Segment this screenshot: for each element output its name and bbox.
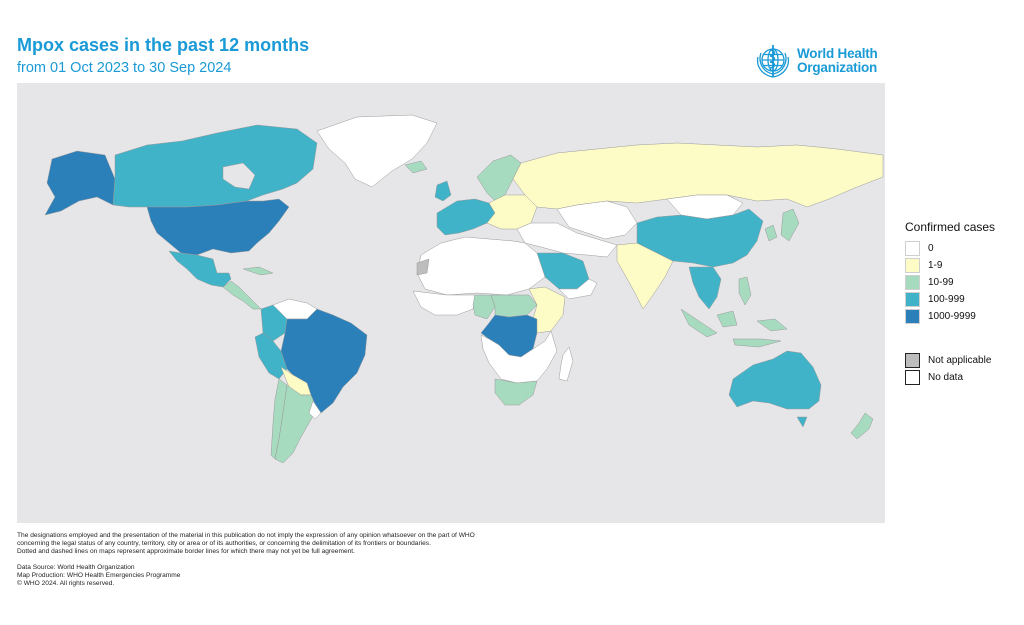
map-legend: Confirmed cases 0 1-9 10-99 100-999 1000…: [905, 220, 1020, 325]
map-region-nigeria[interactable]: [472, 294, 496, 320]
who-emblem-icon: [756, 45, 790, 78]
legend-item-0: 0: [905, 240, 1020, 257]
map-region-south-africa[interactable]: [494, 378, 538, 406]
who-logo-text: World Health Organization: [797, 47, 878, 75]
map-region-tasmania[interactable]: [796, 416, 808, 428]
legend-swatch-no-data: [905, 370, 920, 385]
logo-line-1: World Health: [797, 46, 878, 61]
map-region-southeast-asia[interactable]: [688, 266, 722, 310]
map-region-saudi-arabia[interactable]: [536, 252, 590, 290]
legend-item-100-999: 100-999: [905, 291, 1020, 308]
legend-item-10-99: 10-99: [905, 274, 1020, 291]
map-region-indonesia[interactable]: [680, 308, 788, 348]
legend-label-0: 0: [928, 243, 934, 254]
data-source: Data Source: World Health Organization: [17, 564, 135, 571]
map-region-southern-africa[interactable]: [480, 330, 558, 384]
map-region-argentina[interactable]: [274, 384, 318, 464]
disclaimer-line-3: Dotted and dashed lines on maps represen…: [17, 548, 355, 555]
map-region-madagascar[interactable]: [558, 346, 574, 382]
map-region-peru[interactable]: [254, 332, 288, 380]
map-region-new-zealand[interactable]: [850, 412, 874, 440]
legend-swatch-1000-9999: [905, 309, 920, 324]
map-region-canada[interactable]: [112, 124, 318, 208]
map-legend-extra: Not applicable No data: [905, 352, 991, 386]
map-region-central-asia[interactable]: [556, 200, 638, 240]
legend-title: Confirmed cases: [905, 220, 996, 234]
map-region-uk[interactable]: [434, 180, 452, 202]
world-map-svg: [44, 114, 884, 464]
map-region-western-europe[interactable]: [436, 198, 496, 236]
map-region-iceland[interactable]: [404, 160, 428, 174]
map-region-brazil[interactable]: [280, 308, 368, 414]
disclaimer-line-2: concerning the legal status of any count…: [17, 540, 431, 547]
page-subtitle: from 01 Oct 2023 to 30 Sep 2024: [17, 60, 232, 76]
legend-label-no-data: No data: [928, 372, 964, 383]
map-region-australia[interactable]: [728, 350, 822, 410]
legend-item-1-9: 1-9: [905, 257, 1020, 274]
map-production: Map Production: WHO Health Emergencies P…: [17, 572, 181, 579]
legend-item-1000-9999: 1000-9999: [905, 308, 1020, 325]
copyright: © WHO 2024. All rights reserved.: [17, 580, 115, 587]
legend-swatch-0: [905, 241, 920, 256]
map-region-uruguay[interactable]: [308, 400, 322, 420]
map-region-alaska[interactable]: [44, 150, 116, 216]
legend-label-1-9: 1-9: [928, 260, 943, 271]
map-region-west-africa[interactable]: [412, 290, 476, 316]
legend-swatch-not-applicable: [905, 353, 920, 368]
map-region-china[interactable]: [636, 208, 764, 268]
map-region-united-states[interactable]: [146, 198, 290, 256]
map-region-middle-east[interactable]: [516, 222, 618, 258]
legend-label-10-99: 10-99: [928, 277, 954, 288]
disclaimer-line-1: The designations employed and the presen…: [17, 532, 475, 539]
legend-item-not-applicable: Not applicable: [905, 352, 991, 369]
map-region-mexico[interactable]: [168, 250, 232, 288]
legend-swatch-1-9: [905, 258, 920, 273]
map-region-central-america[interactable]: [222, 280, 262, 310]
world-map[interactable]: [17, 83, 885, 523]
legend-swatch-10-99: [905, 275, 920, 290]
map-region-greenland[interactable]: [316, 114, 438, 188]
who-logo: World Health Organization: [753, 40, 888, 82]
logo-line-2: Organization: [797, 60, 878, 75]
legend-swatch-100-999: [905, 292, 920, 307]
legend-label-not-applicable: Not applicable: [928, 355, 992, 366]
legend-item-no-data: No data: [905, 369, 991, 386]
footer-notes: The designations employed and the presen…: [17, 532, 577, 588]
page-title: Mpox cases in the past 12 months: [17, 35, 310, 55]
legend-label-1000-9999: 1000-9999: [928, 311, 976, 322]
map-region-central-africa[interactable]: [490, 294, 538, 318]
map-region-caribbean[interactable]: [242, 266, 274, 276]
map-region-western-sahara[interactable]: [416, 258, 430, 276]
map-hudson-bay: [222, 162, 256, 190]
map-region-korea-japan[interactable]: [764, 208, 800, 242]
map-region-philippines[interactable]: [738, 276, 752, 306]
map-region-north-africa[interactable]: [416, 236, 546, 296]
legend-label-100-999: 100-999: [928, 294, 965, 305]
map-region-yemen[interactable]: [558, 278, 598, 300]
